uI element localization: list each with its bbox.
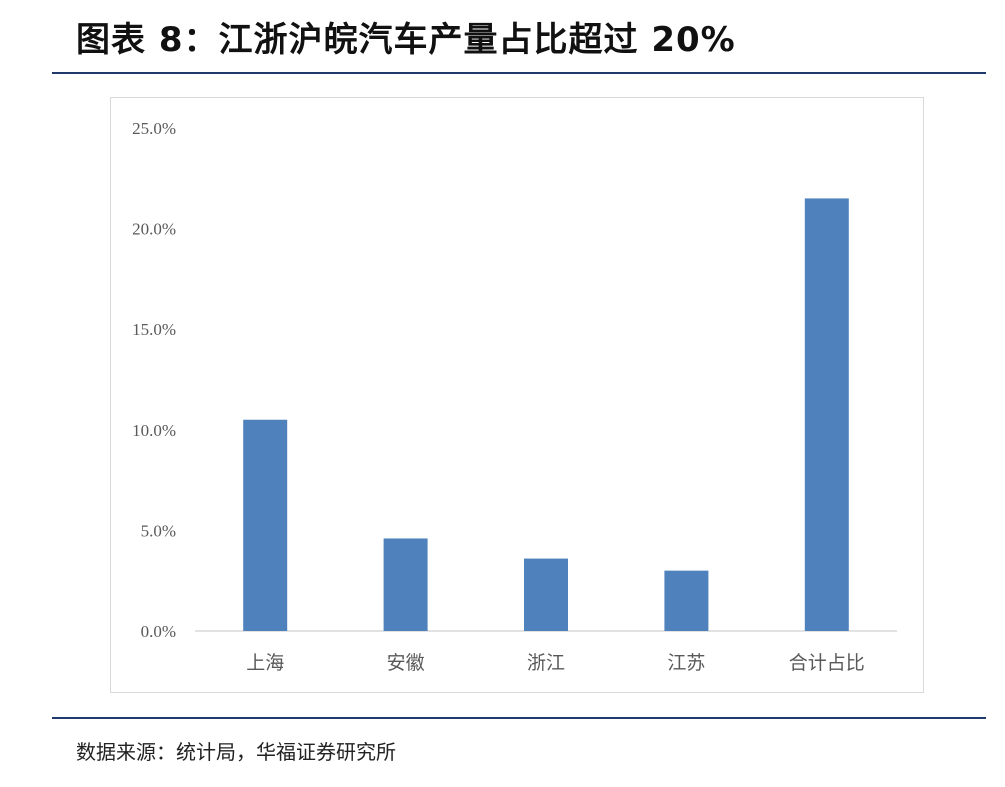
y-tick-label: 5.0% [141, 521, 176, 540]
x-category-label: 安徽 [387, 652, 425, 674]
y-tick-label: 25.0% [132, 119, 176, 138]
bar-1 [243, 419, 288, 631]
bar-3 [524, 558, 568, 631]
title-divider [52, 72, 986, 74]
x-category-label: 合计占比 [789, 652, 865, 674]
y-tick-label: 10.0% [132, 421, 176, 440]
chart-area: 0.0% 5.0% 10.0% 15.0% 20.0% 25.0% 上海 安徽 浙江 江苏 合计占比 [110, 97, 924, 693]
page-title: 图表 8：江浙沪皖汽车产量占比超过 20% [76, 20, 736, 60]
bar-chart: 0.0% 5.0% 10.0% 15.0% 20.0% 25.0% 上海 安徽 浙江 江苏 合计占比 [132, 119, 897, 674]
x-category-label: 江苏 [667, 652, 705, 674]
source-note: 数据来源：统计局，华福证券研究所 [76, 740, 396, 764]
x-category-label: 浙江 [527, 652, 565, 674]
x-category-label: 上海 [246, 652, 284, 674]
source-divider [52, 717, 986, 719]
bar-2 [383, 538, 428, 631]
bar-5 [804, 198, 849, 632]
y-tick-label: 15.0% [132, 320, 176, 339]
bar-4 [664, 570, 709, 631]
y-tick-label: 20.0% [132, 220, 176, 239]
y-tick-label: 0.0% [141, 622, 176, 641]
